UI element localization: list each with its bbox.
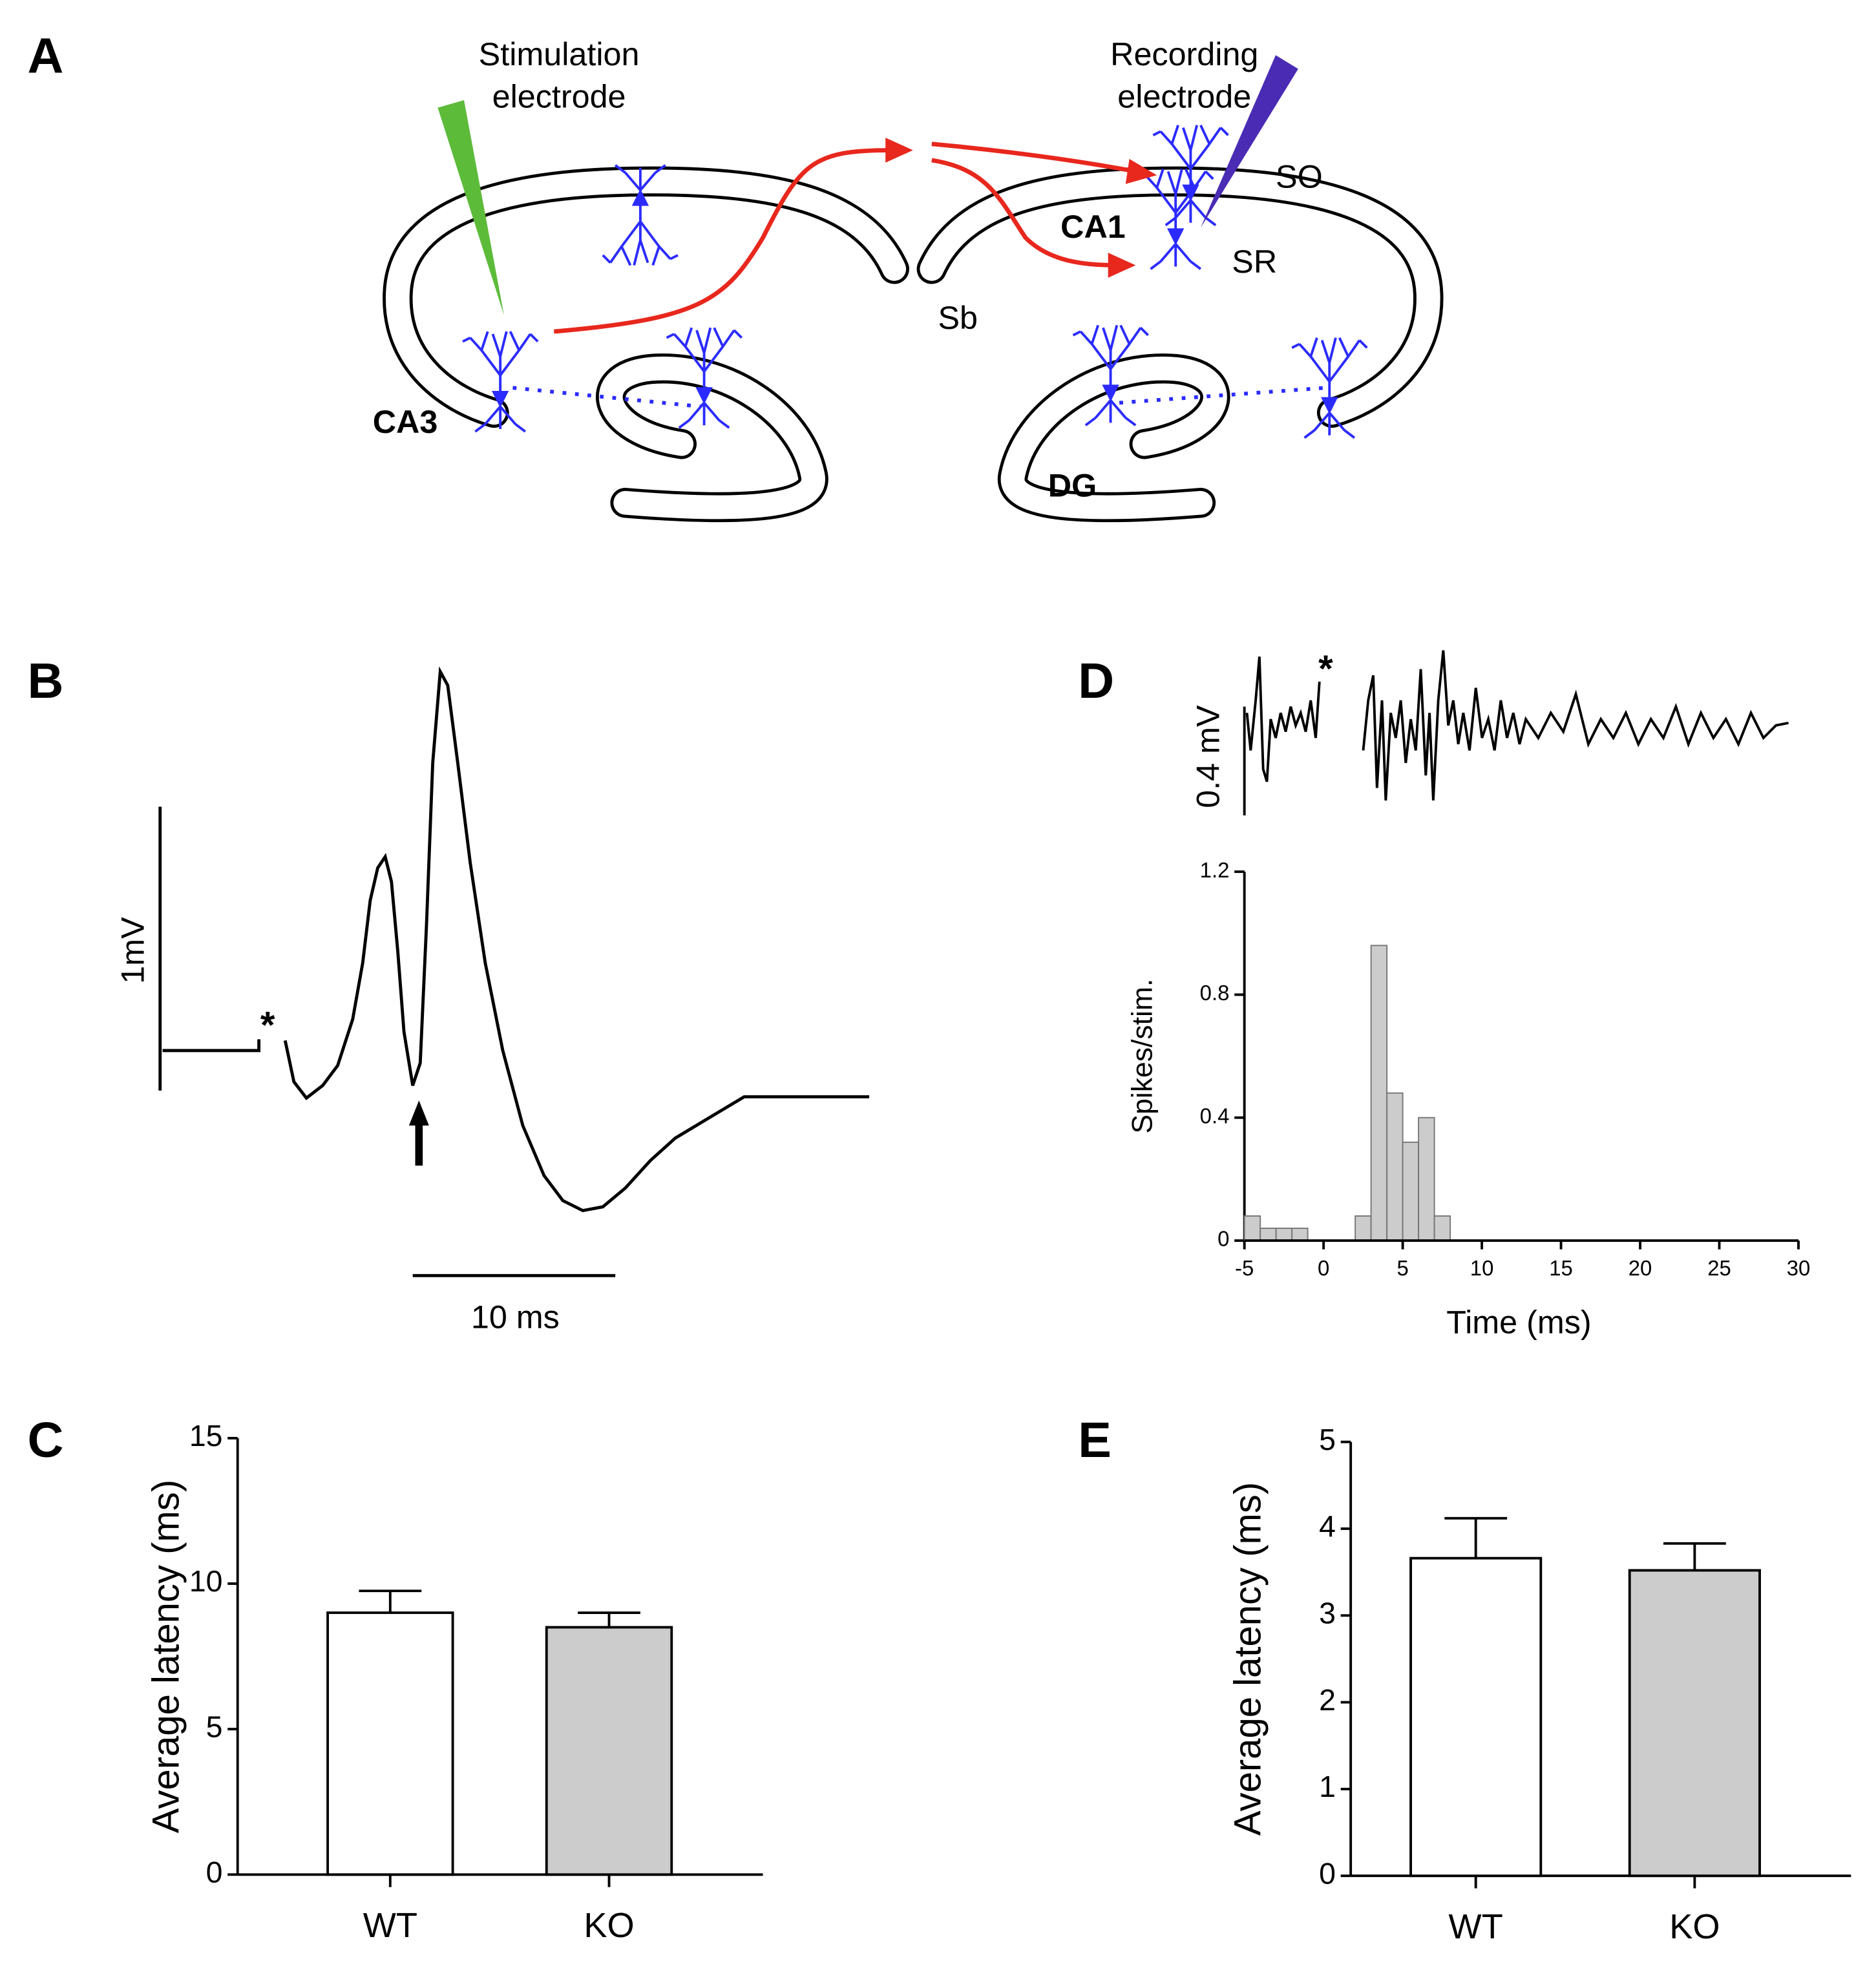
bar [326,1611,454,1876]
histogram-bar [1259,1228,1277,1242]
trace-d [1243,650,1789,816]
x-tick-label: -5 [1235,1256,1254,1280]
panel-label: C [28,1412,64,1468]
bar [1409,1556,1543,1878]
pathways [554,142,1136,334]
arrow [408,1100,429,1166]
y-tick-label: 1 [1319,1770,1336,1803]
x-tick-label: WT [1449,1907,1503,1946]
neurons [461,123,1369,439]
y-tick-label: 4 [1319,1509,1336,1543]
scale-label: 0.4 mV [1190,705,1227,808]
x-tick-label: 5 [1396,1256,1408,1280]
y-axis-label: Average latency (ms) [1227,1482,1269,1836]
diagram-label: SR [1232,243,1277,280]
x-tick-label: KO [1669,1907,1720,1946]
y-tick-label: 15 [189,1419,223,1452]
recording-electrode [1200,55,1298,228]
diagram-label: Stimulation [479,36,640,72]
stim-marker: * [260,1005,275,1047]
arrowheads [885,138,1157,278]
y-tick-label: 3 [1319,1597,1336,1630]
diagram-label: Sb [938,299,978,336]
diagram-label: DG [1048,467,1097,504]
diagram-label: CA3 [373,403,438,440]
y-tick-label: 0.4 [1200,1104,1230,1127]
histogram-bar [1354,1215,1372,1242]
diagram-label: SO [1276,158,1323,195]
histogram-bar [1275,1228,1293,1242]
x-tick-label: 20 [1628,1256,1652,1280]
hippocampus [383,182,1428,507]
y-tick-label: 1.2 [1200,858,1230,882]
x-tick-label: KO [584,1906,634,1945]
diagram-label: CA1 [1060,208,1126,245]
panel-label: B [28,653,64,709]
y-tick-label: 2 [1319,1683,1336,1717]
histogram-bar [1370,945,1388,1242]
histogram-bar [1243,1215,1261,1242]
histogram-bar [1386,1092,1404,1242]
x-tick-label: 0 [1318,1256,1329,1280]
stimulation-electrode [437,100,504,315]
y-tick-label: 10 [189,1564,223,1598]
x-tick-label: 15 [1549,1256,1573,1280]
y-tick-label: 0 [1217,1227,1229,1251]
scale-label: 1mV [114,917,151,984]
stim-marker: * [1318,648,1333,690]
y-tick-label: 5 [1319,1423,1336,1456]
histogram-bar [1433,1215,1451,1242]
bar [545,1626,673,1876]
panel-label: E [1078,1412,1112,1468]
diagram-label: electrode [492,78,626,115]
y-tick-label: 0 [206,1856,223,1889]
panel-label: D [1078,653,1114,709]
y-tick-label: 0.8 [1200,981,1230,1005]
diagram-label: electrode [1117,78,1251,115]
x-tick-label: 10 [1470,1256,1494,1280]
y-axis-label: Spikes/stim. [1127,979,1159,1134]
x-tick-label: WT [363,1906,417,1945]
histogram-bar [1291,1228,1309,1242]
histogram-bar [1418,1116,1435,1242]
diagram-label: Recording [1110,36,1258,72]
x-tick-label: 25 [1707,1256,1731,1280]
panel-label: A [28,28,64,83]
y-tick-label: 0 [1319,1856,1336,1890]
x-axis-label: Time (ms) [1446,1303,1591,1340]
y-tick-label: 5 [206,1710,223,1743]
y-axis-label: Average latency (ms) [145,1480,187,1833]
bar [1628,1569,1761,1878]
x-tick-label: 30 [1787,1256,1811,1280]
scale-label: 10 ms [471,1299,560,1336]
trace-b [158,666,870,1277]
histogram-bar [1402,1141,1420,1242]
